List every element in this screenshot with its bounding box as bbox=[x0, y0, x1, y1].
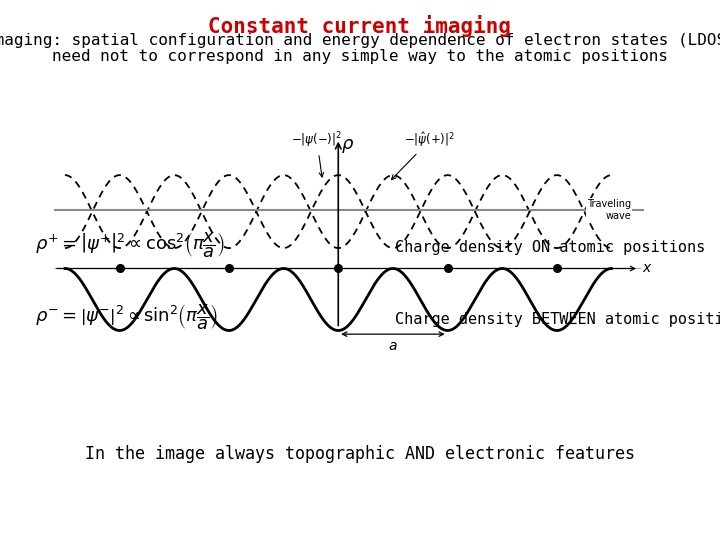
Text: Charge density BETWEEN atomic positions: Charge density BETWEEN atomic positions bbox=[395, 312, 720, 327]
Text: $\rho^{-}=\left|\psi^{-}\right|^{2}\propto\sin^{2}\!\left(\pi\dfrac{x}{a}\right): $\rho^{-}=\left|\psi^{-}\right|^{2}\prop… bbox=[35, 302, 218, 332]
Text: $\rho$: $\rho$ bbox=[341, 137, 354, 155]
Text: $a$: $a$ bbox=[388, 339, 397, 353]
Text: Constant current imaging: Constant current imaging bbox=[209, 15, 511, 37]
Text: Imaging: spatial configuration and energy dependence of electron states (LDOS): Imaging: spatial configuration and energ… bbox=[0, 33, 720, 48]
Text: $-|\hat{\psi}(+)|^{2}$: $-|\hat{\psi}(+)|^{2}$ bbox=[392, 131, 456, 179]
Text: $-|\psi(-)|^{2}$: $-|\psi(-)|^{2}$ bbox=[292, 131, 343, 177]
Text: In the image always topographic AND electronic features: In the image always topographic AND elec… bbox=[85, 445, 635, 463]
Text: need not to correspond in any simple way to the atomic positions: need not to correspond in any simple way… bbox=[52, 49, 668, 64]
Text: Charge density ON atomic positions: Charge density ON atomic positions bbox=[395, 240, 706, 255]
Text: $x$: $x$ bbox=[642, 261, 653, 275]
Text: Traveling
wave: Traveling wave bbox=[587, 199, 631, 221]
Text: $\rho^{+}=\left|\psi^{+}\right|^{2}\propto\cos^{2}\!\left(\pi\dfrac{x}{a}\right): $\rho^{+}=\left|\psi^{+}\right|^{2}\prop… bbox=[35, 230, 225, 260]
